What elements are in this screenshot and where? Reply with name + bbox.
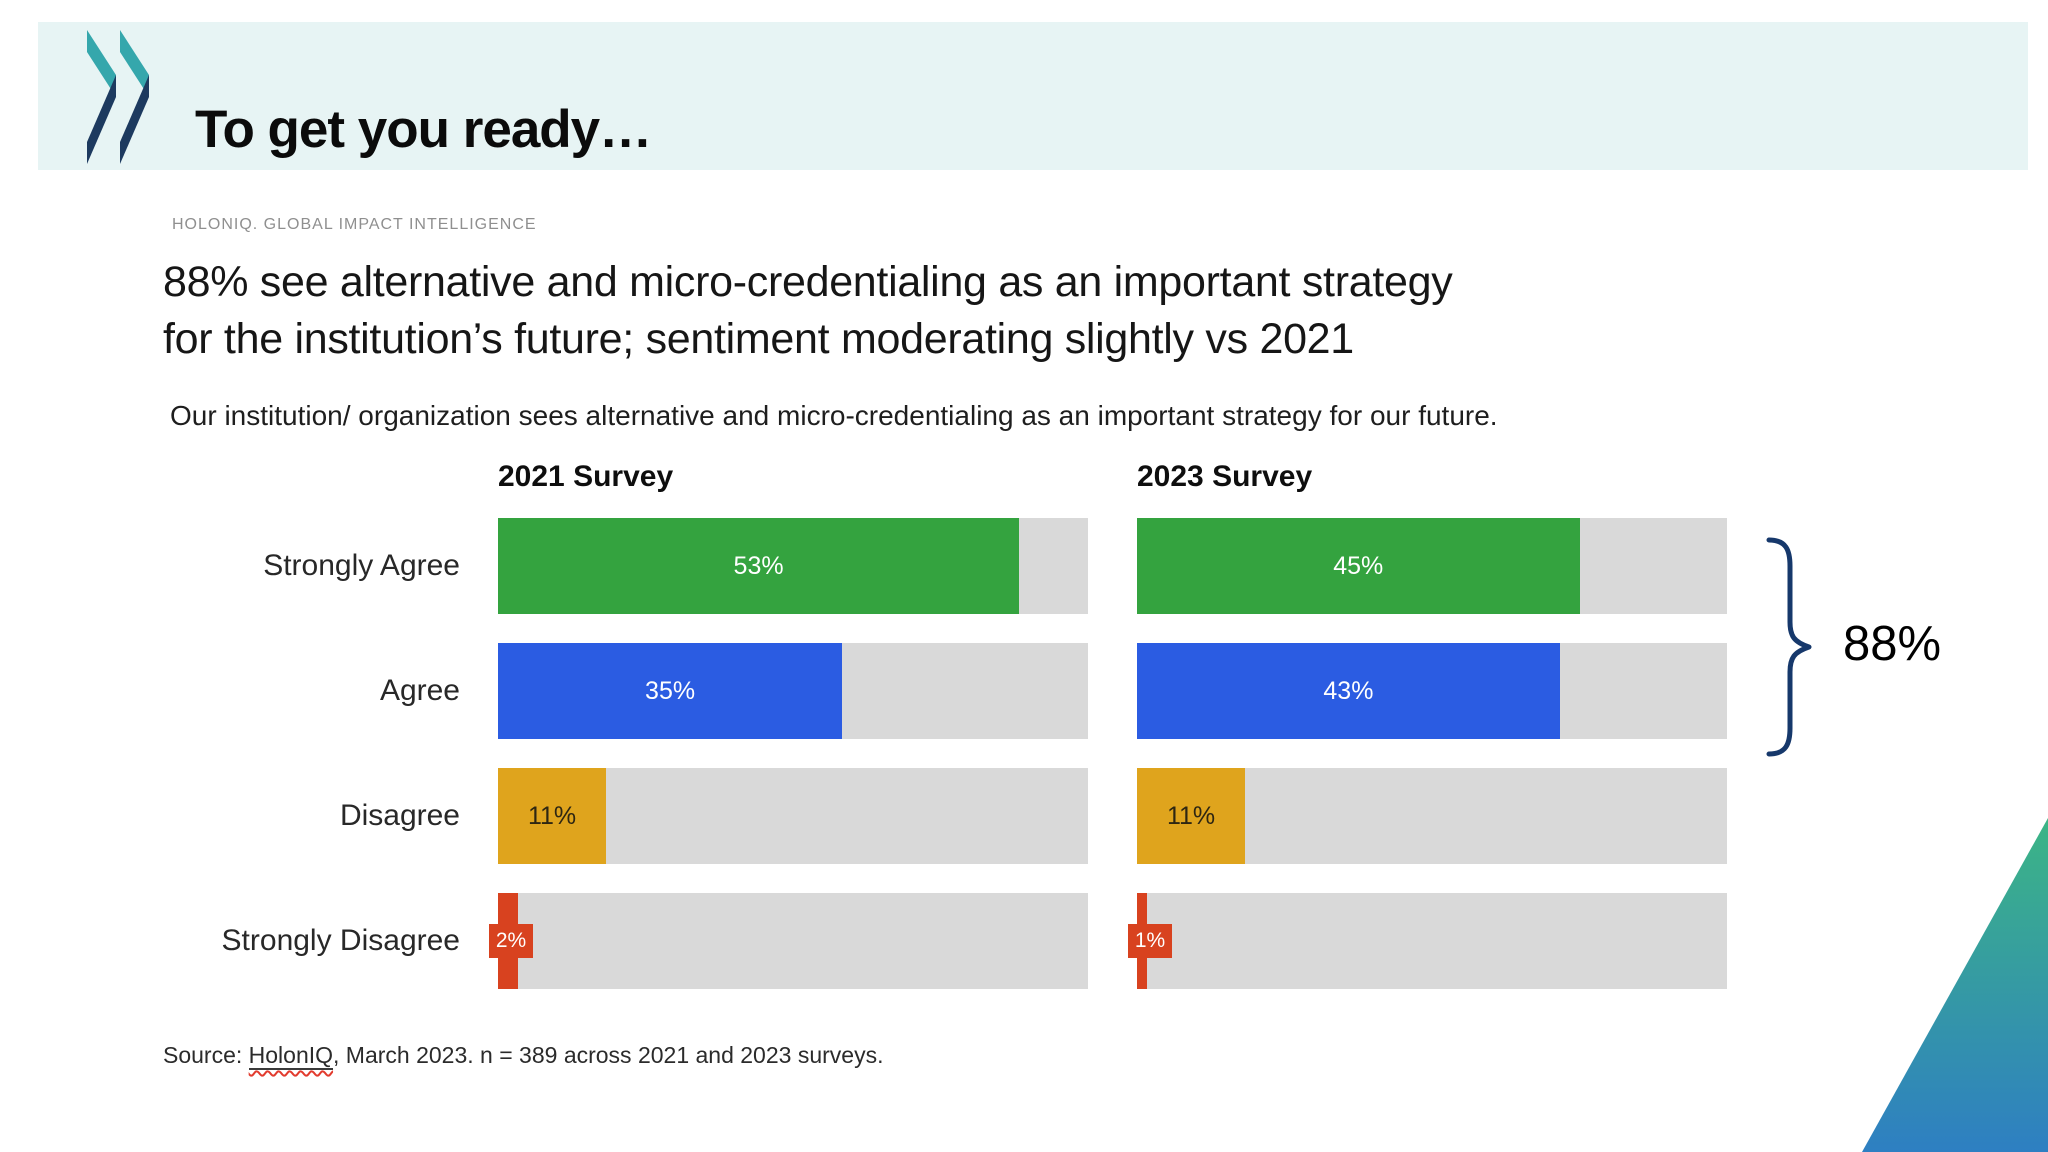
bar-track-2023: 45% [1137, 518, 1727, 614]
bar-value-label: 53% [733, 551, 784, 580]
bar-track-2023: 11% [1137, 768, 1727, 864]
bar-value-label: 45% [1333, 551, 1384, 580]
bar-segment: 11% [498, 768, 607, 864]
brand-line: HOLONIQ. GLOBAL IMPACT INTELLIGENCE [172, 216, 537, 233]
source-suffix: , March 2023. n = 389 across 2021 and 20… [333, 1042, 884, 1068]
bar-track-2021: 2% [489, 893, 1088, 989]
column-gap [1088, 518, 1137, 614]
column-gap [1088, 768, 1137, 864]
category-label: Strongly Disagree [221, 924, 460, 957]
brace-annotation [1766, 537, 1812, 757]
column-gap [1088, 643, 1137, 739]
bar-value-badge: 2% [489, 924, 533, 958]
bar-track-2023: 1% [1128, 893, 1727, 989]
chart-row: Strongly Agree 53% 45% [163, 518, 1727, 614]
source-org-link[interactable]: HolonIQ [248, 1042, 334, 1070]
slide-title: To get you ready… [195, 99, 652, 159]
bar-segment: 53% [498, 518, 1020, 614]
source-note: Source: HolonIQ, March 2023. n = 389 acr… [163, 1042, 884, 1070]
bar-value-badge: 1% [1128, 924, 1172, 958]
bar-track-2023: 43% [1137, 643, 1727, 739]
bar-segment: 45% [1137, 518, 1580, 614]
bar-value-label: 11% [1166, 801, 1216, 830]
category-label: Strongly Agree [263, 549, 460, 582]
chart-headline-line1: 88% see alternative and micro-credential… [163, 258, 1453, 306]
bar-segment: 11% [1137, 768, 1246, 864]
column-header-2023: 2023 Survey [1137, 460, 1313, 493]
chart-headline: 88% see alternative and micro-credential… [163, 254, 1453, 368]
survey-question: Our institution/ organization sees alter… [170, 400, 1498, 431]
source-prefix: Source: [163, 1042, 249, 1068]
column-header-2021: 2021 Survey [498, 460, 674, 493]
bar-segment: 35% [498, 643, 843, 739]
header-band: To get you ready… [38, 22, 2028, 170]
chart-row: Disagree 11% 11% [163, 768, 1727, 864]
bar-value-label: 43% [1323, 676, 1374, 705]
bar-value-label: 35% [645, 676, 696, 705]
bar-chart: Strongly Agree 53% 45% Agree 35% 43% Disagree 1… [163, 518, 1727, 1018]
bar-track-2021: 35% [498, 643, 1088, 739]
bar-segment: 43% [1137, 643, 1560, 739]
bar-value-label: 11% [527, 801, 577, 830]
chart-headline-line2: for the institution’s future; sentiment … [163, 315, 1354, 363]
chart-row: Strongly Disagree 2% 1% [163, 893, 1727, 989]
corner-triangle-decoration [1862, 818, 2048, 1152]
chart-row: Agree 35% 43% [163, 643, 1727, 739]
bar-track-2021: 53% [498, 518, 1088, 614]
category-label: Agree [379, 674, 460, 707]
bar-track-2021: 11% [498, 768, 1088, 864]
oecd-double-chevron-logo [87, 30, 149, 164]
category-label: Disagree [339, 799, 460, 832]
combined-agree-callout: 88% [1843, 617, 1942, 671]
